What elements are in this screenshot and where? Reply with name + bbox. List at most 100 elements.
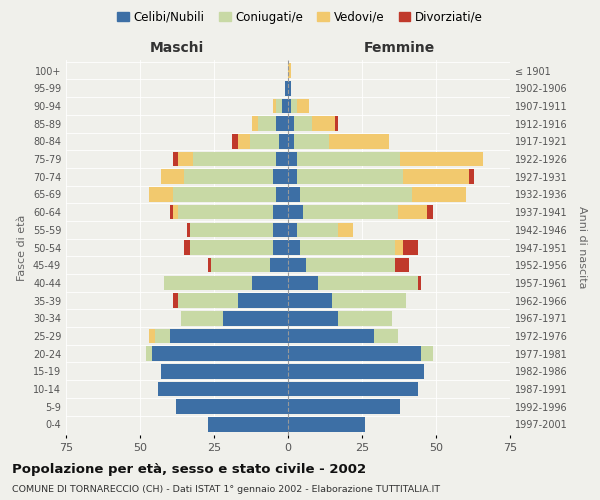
Bar: [184, 240, 190, 255]
Bar: [469, 170, 475, 184]
Bar: [253, 276, 288, 290]
Bar: [288, 81, 291, 96]
Bar: [184, 170, 273, 184]
Bar: [288, 98, 291, 113]
Bar: [400, 152, 484, 166]
Bar: [288, 116, 294, 131]
Bar: [187, 222, 190, 237]
Bar: [427, 205, 433, 220]
Bar: [288, 276, 317, 290]
Bar: [273, 205, 288, 220]
Bar: [288, 417, 365, 432]
Bar: [181, 311, 223, 326]
Bar: [161, 364, 288, 378]
Bar: [288, 346, 421, 361]
Bar: [335, 116, 338, 131]
Bar: [338, 222, 353, 237]
Bar: [178, 205, 273, 220]
Bar: [317, 276, 418, 290]
Bar: [288, 364, 424, 378]
Bar: [403, 240, 418, 255]
Bar: [152, 346, 288, 361]
Bar: [273, 222, 288, 237]
Bar: [398, 205, 427, 220]
Bar: [155, 328, 170, 343]
Bar: [291, 98, 297, 113]
Text: Popolazione per età, sesso e stato civile - 2002: Popolazione per età, sesso e stato civil…: [12, 462, 366, 475]
Bar: [146, 346, 152, 361]
Bar: [421, 346, 433, 361]
Y-axis label: Fasce di età: Fasce di età: [17, 214, 27, 280]
Bar: [164, 276, 253, 290]
Bar: [211, 258, 270, 272]
Bar: [288, 311, 338, 326]
Bar: [149, 328, 155, 343]
Bar: [158, 382, 288, 396]
Bar: [170, 205, 173, 220]
Bar: [288, 382, 418, 396]
Bar: [288, 205, 303, 220]
Bar: [395, 258, 409, 272]
Bar: [306, 258, 395, 272]
Bar: [311, 116, 335, 131]
Bar: [190, 222, 273, 237]
Bar: [288, 134, 294, 148]
Bar: [276, 187, 288, 202]
Bar: [288, 258, 306, 272]
Bar: [250, 134, 279, 148]
Bar: [276, 98, 282, 113]
Bar: [178, 294, 238, 308]
Bar: [193, 152, 276, 166]
Bar: [173, 152, 178, 166]
Text: Maschi: Maschi: [150, 40, 204, 54]
Bar: [288, 64, 291, 78]
Bar: [297, 152, 400, 166]
Bar: [395, 240, 403, 255]
Bar: [190, 240, 273, 255]
Bar: [332, 294, 406, 308]
Bar: [282, 98, 288, 113]
Bar: [273, 240, 288, 255]
Bar: [279, 134, 288, 148]
Bar: [273, 170, 288, 184]
Legend: Celibi/Nubili, Coniugati/e, Vedovi/e, Divorziati/e: Celibi/Nubili, Coniugati/e, Vedovi/e, Di…: [112, 6, 488, 28]
Bar: [300, 187, 412, 202]
Bar: [297, 222, 338, 237]
Bar: [297, 170, 403, 184]
Bar: [176, 400, 288, 414]
Bar: [294, 134, 329, 148]
Bar: [288, 170, 297, 184]
Bar: [303, 205, 398, 220]
Bar: [273, 98, 276, 113]
Bar: [276, 152, 288, 166]
Bar: [223, 311, 288, 326]
Bar: [288, 328, 374, 343]
Bar: [288, 152, 297, 166]
Bar: [253, 116, 259, 131]
Bar: [238, 134, 250, 148]
Text: COMUNE DI TORNARECCIO (CH) - Dati ISTAT 1° gennaio 2002 - Elaborazione TUTTITALI: COMUNE DI TORNARECCIO (CH) - Dati ISTAT …: [12, 485, 440, 494]
Bar: [161, 170, 184, 184]
Bar: [232, 134, 238, 148]
Bar: [288, 240, 300, 255]
Bar: [238, 294, 288, 308]
Bar: [288, 294, 332, 308]
Bar: [300, 240, 395, 255]
Bar: [173, 187, 276, 202]
Bar: [208, 417, 288, 432]
Bar: [418, 276, 421, 290]
Bar: [338, 311, 392, 326]
Bar: [149, 187, 173, 202]
Bar: [288, 400, 400, 414]
Bar: [297, 98, 309, 113]
Bar: [288, 222, 297, 237]
Bar: [294, 116, 311, 131]
Bar: [374, 328, 398, 343]
Bar: [170, 328, 288, 343]
Text: Femmine: Femmine: [364, 40, 434, 54]
Bar: [173, 294, 178, 308]
Y-axis label: Anni di nascita: Anni di nascita: [577, 206, 587, 289]
Bar: [329, 134, 389, 148]
Bar: [208, 258, 211, 272]
Bar: [173, 205, 178, 220]
